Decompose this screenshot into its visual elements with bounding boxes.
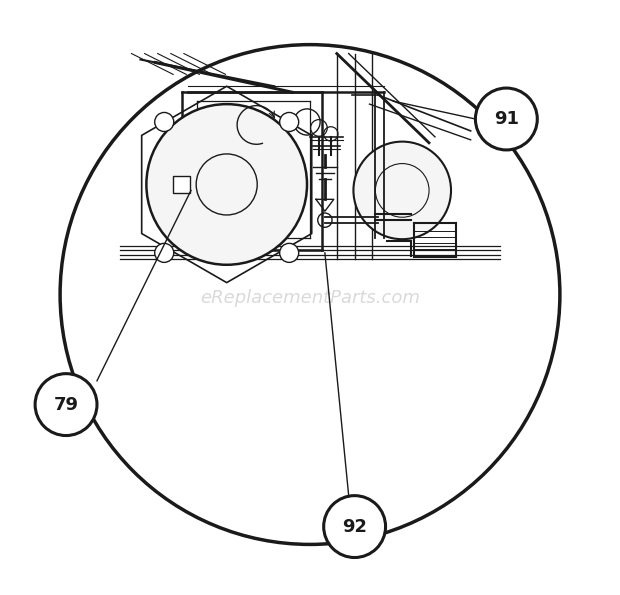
Text: eReplacementParts.com: eReplacementParts.com [200, 289, 420, 306]
Circle shape [353, 142, 451, 239]
Circle shape [280, 243, 299, 262]
Text: 92: 92 [342, 518, 367, 536]
Circle shape [155, 112, 174, 131]
Circle shape [155, 243, 174, 262]
Bar [173, 176, 190, 193]
Circle shape [476, 88, 538, 150]
Circle shape [280, 112, 299, 131]
Text: 91: 91 [494, 110, 519, 128]
Circle shape [324, 496, 386, 558]
Text: 79: 79 [53, 396, 79, 414]
Circle shape [146, 104, 307, 265]
Circle shape [35, 374, 97, 436]
